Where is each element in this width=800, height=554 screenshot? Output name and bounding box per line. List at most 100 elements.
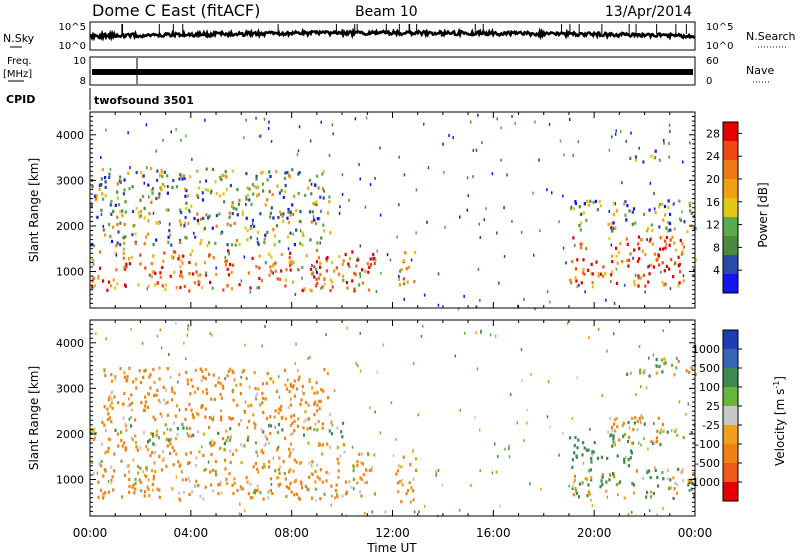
echo-cell bbox=[298, 461, 302, 465]
echo-cell bbox=[574, 276, 577, 280]
echo-cell bbox=[134, 482, 137, 486]
echo-cell bbox=[350, 485, 353, 489]
echo-cell bbox=[226, 481, 229, 486]
echo-cell bbox=[247, 435, 250, 439]
echo-cell bbox=[129, 424, 133, 428]
echo-cell bbox=[616, 209, 619, 213]
echo-cell bbox=[284, 436, 287, 440]
echo-cell bbox=[107, 280, 111, 284]
echo-cell bbox=[213, 441, 216, 445]
echo-cell bbox=[98, 183, 101, 187]
echo-cell bbox=[246, 238, 249, 242]
echo-cell bbox=[160, 414, 163, 418]
echo-cell bbox=[336, 494, 339, 498]
echo-cell-sparse bbox=[613, 332, 615, 336]
echo-cell bbox=[245, 216, 248, 220]
echo-cell bbox=[590, 272, 593, 276]
echo-cell bbox=[330, 484, 333, 488]
echo-cell-sparse bbox=[649, 181, 652, 185]
echo-cell bbox=[678, 199, 681, 203]
echo-cell bbox=[258, 403, 261, 407]
echo-cell bbox=[268, 273, 271, 277]
echo-cell-sparse bbox=[426, 220, 428, 224]
echo-cell bbox=[194, 484, 197, 488]
echo-cell bbox=[649, 495, 653, 499]
echo-cell bbox=[317, 420, 320, 424]
echo-cell-sparse bbox=[660, 270, 662, 274]
echo-cell bbox=[231, 243, 234, 247]
echo-cell bbox=[195, 270, 198, 274]
echo-cell-sparse bbox=[692, 268, 695, 272]
echo-cell bbox=[178, 254, 181, 258]
echo-cell-sparse bbox=[251, 222, 254, 226]
echo-cell bbox=[247, 492, 250, 496]
echo-cell bbox=[581, 453, 584, 457]
echo-cell bbox=[610, 433, 613, 437]
echo-cell bbox=[287, 406, 290, 410]
echo-cell bbox=[626, 242, 629, 246]
echo-cell bbox=[320, 388, 323, 392]
echo-cell bbox=[200, 378, 203, 383]
echo-cell bbox=[212, 256, 215, 260]
echo-cell bbox=[158, 495, 161, 499]
echo-cell-sparse bbox=[520, 230, 523, 234]
echo-cell-sparse bbox=[653, 422, 655, 426]
echo-cell bbox=[284, 278, 287, 282]
echo-cell bbox=[158, 366, 161, 370]
echo-cell bbox=[279, 408, 282, 412]
echo-cell bbox=[612, 202, 615, 206]
echo-cell bbox=[183, 224, 186, 228]
echo-cell bbox=[177, 491, 181, 495]
echo-cell bbox=[314, 202, 318, 206]
echo-cell-sparse bbox=[441, 483, 444, 487]
echo-cell-sparse bbox=[187, 324, 189, 328]
echo-cell bbox=[133, 223, 136, 227]
echo-cell-sparse bbox=[443, 171, 445, 174]
echo-cell-sparse bbox=[175, 475, 178, 479]
echo-cell bbox=[648, 272, 651, 276]
noise-tick-bottom-left: 10^0 bbox=[59, 41, 86, 52]
echo-cell bbox=[623, 496, 626, 500]
echo-cell bbox=[112, 488, 115, 492]
echo-cell-sparse bbox=[613, 301, 616, 305]
echo-cell bbox=[575, 279, 578, 283]
echo-cell bbox=[201, 285, 204, 289]
echo-cell bbox=[91, 185, 94, 189]
echo-cell bbox=[110, 480, 113, 485]
echo-cell bbox=[196, 212, 199, 216]
echo-cell-sparse bbox=[470, 483, 472, 487]
echo-cell bbox=[128, 490, 131, 494]
echo-cell-sparse bbox=[365, 116, 368, 120]
echo-cell bbox=[231, 212, 234, 216]
echo-cell bbox=[337, 469, 340, 473]
echo-cell-sparse bbox=[355, 362, 357, 366]
echo-cell bbox=[97, 276, 100, 280]
echo-cell bbox=[199, 217, 202, 221]
echo-cell bbox=[314, 469, 317, 474]
echo-cell bbox=[99, 488, 103, 492]
echo-cell bbox=[163, 170, 166, 174]
echo-cell-sparse bbox=[320, 120, 322, 124]
echo-cell bbox=[195, 456, 198, 460]
echo-cell bbox=[227, 249, 230, 253]
echo-cell bbox=[405, 267, 408, 271]
echo-cell bbox=[116, 432, 119, 436]
echo-cell bbox=[313, 218, 316, 222]
echo-cell bbox=[92, 428, 95, 432]
echo-cell bbox=[221, 384, 224, 388]
echo-cell bbox=[574, 201, 577, 206]
echo-cell bbox=[146, 440, 150, 444]
echo-cell-sparse bbox=[351, 445, 354, 449]
echo-cell bbox=[109, 404, 112, 408]
echo-cell bbox=[223, 458, 227, 462]
echo-cell bbox=[650, 439, 653, 443]
echo-cell bbox=[167, 240, 170, 244]
echo-cell-sparse bbox=[178, 408, 181, 412]
echo-cell bbox=[625, 218, 628, 222]
echo-cell bbox=[238, 283, 241, 287]
echo-cell bbox=[654, 468, 657, 472]
x-tick-label: 12:00 bbox=[375, 526, 410, 540]
